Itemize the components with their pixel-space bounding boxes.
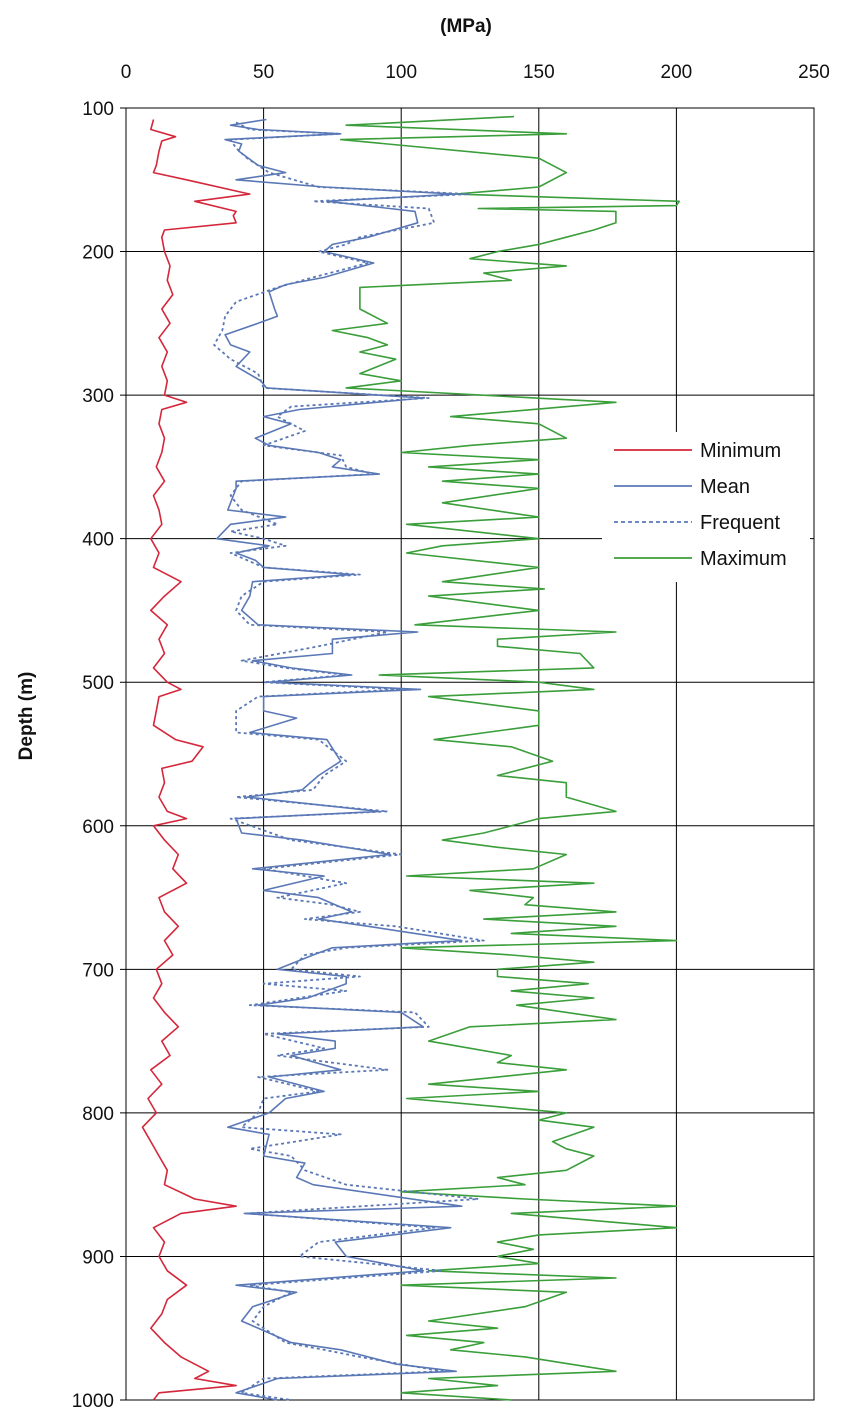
series-line-mean — [216, 118, 463, 1401]
y-tick-label: 1000 — [72, 1391, 114, 1412]
x-tick-label: 150 — [523, 62, 555, 83]
plot-border — [125, 107, 815, 1401]
legend-label-maximum: Maximum — [700, 548, 787, 570]
gridlines — [120, 107, 815, 1401]
y-tick-labels: 100 200 300 400 500 600 700 800 900 1000 — [72, 99, 114, 1412]
x-tick-label: 250 — [798, 62, 830, 83]
y-tick-label: 700 — [82, 960, 114, 981]
series-line-minimum — [141, 119, 251, 1401]
legend-label-minimum: Minimum — [700, 440, 781, 462]
series-line-frequent — [213, 121, 485, 1401]
y-tick-label: 300 — [82, 386, 114, 407]
plot-area — [125, 107, 815, 1401]
series-line-maximum — [331, 115, 681, 1401]
y-tick-label: 800 — [82, 1104, 114, 1125]
legend-background — [602, 432, 810, 582]
y-tick-label: 100 — [82, 99, 114, 120]
y-tick-label: 500 — [82, 673, 114, 694]
legend: Minimum Mean Frequent Maximum — [602, 432, 810, 582]
x-tick-label: 200 — [661, 62, 693, 83]
legend-label-mean: Mean — [700, 476, 750, 498]
y-tick-label: 900 — [82, 1247, 114, 1268]
y-tick-label: 600 — [82, 817, 114, 838]
x-tick-label: 100 — [385, 62, 417, 83]
x-axis-title: (MPa) — [440, 16, 492, 37]
x-tick-label: 50 — [253, 62, 274, 83]
y-axis-title: Depth (m) — [16, 672, 37, 761]
x-tick-label: 0 — [121, 62, 132, 83]
y-tick-label: 200 — [82, 243, 114, 264]
series-lines — [141, 115, 681, 1401]
legend-label-frequent: Frequent — [700, 512, 780, 534]
y-tick-label: 400 — [82, 530, 114, 551]
x-tick-labels: 0 50 100 150 200 250 — [121, 62, 830, 83]
